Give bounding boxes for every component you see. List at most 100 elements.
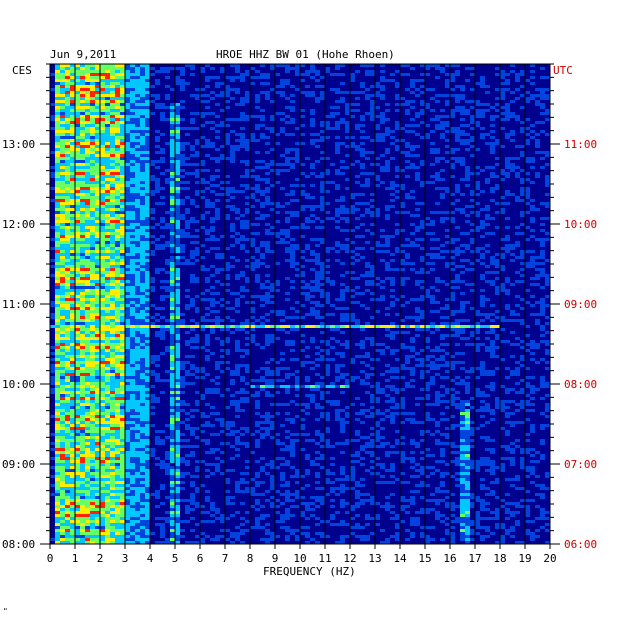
heatmap-cell bbox=[120, 277, 125, 280]
heatmap-cell bbox=[255, 199, 260, 202]
heatmap-cell bbox=[145, 193, 150, 196]
heatmap-cell bbox=[495, 97, 500, 100]
heatmap-cell bbox=[135, 253, 140, 256]
heatmap-cell bbox=[180, 169, 185, 172]
heatmap-cell bbox=[465, 301, 470, 304]
heatmap-cell bbox=[310, 205, 315, 208]
heatmap-cell bbox=[55, 91, 60, 94]
heatmap-cell bbox=[75, 70, 80, 73]
heatmap-cell bbox=[500, 97, 505, 100]
heatmap-cell bbox=[455, 325, 460, 328]
heatmap-cell bbox=[110, 346, 115, 349]
heatmap-cell bbox=[545, 163, 550, 166]
heatmap-cell bbox=[135, 127, 140, 130]
heatmap-cell bbox=[475, 325, 480, 328]
heatmap-cell bbox=[75, 106, 80, 109]
heatmap-cell bbox=[175, 286, 180, 289]
heatmap-cell bbox=[80, 196, 85, 199]
heatmap-cell bbox=[70, 70, 75, 73]
heatmap-cell bbox=[255, 106, 260, 109]
heatmap-cell bbox=[470, 118, 475, 121]
heatmap-cell bbox=[120, 178, 125, 181]
heatmap-cell bbox=[145, 304, 150, 307]
heatmap-cell bbox=[315, 244, 320, 247]
heatmap-cell bbox=[115, 277, 120, 280]
heatmap-cell bbox=[75, 208, 80, 211]
heatmap-cell bbox=[75, 169, 80, 172]
heatmap-cell bbox=[345, 217, 350, 220]
heatmap-cell bbox=[170, 217, 175, 220]
heatmap-cell bbox=[365, 184, 370, 187]
heatmap-cell bbox=[205, 340, 210, 343]
heatmap-cell bbox=[500, 73, 505, 76]
heatmap-cell bbox=[145, 295, 150, 298]
left-axis-label: CES bbox=[12, 64, 32, 77]
heatmap-cell bbox=[230, 148, 235, 151]
heatmap-cell bbox=[445, 352, 450, 355]
heatmap-cell bbox=[170, 271, 175, 274]
heatmap-cell bbox=[130, 88, 135, 91]
heatmap-cell bbox=[245, 187, 250, 190]
heatmap-cell bbox=[235, 118, 240, 121]
heatmap-cell bbox=[485, 103, 490, 106]
heatmap-cell bbox=[480, 367, 485, 370]
heatmap-cell bbox=[460, 211, 465, 214]
heatmap-cell bbox=[530, 229, 535, 232]
heatmap-cell bbox=[375, 277, 380, 280]
heatmap-cell bbox=[205, 277, 210, 280]
heatmap-cell bbox=[140, 334, 145, 337]
heatmap-cell bbox=[360, 355, 365, 358]
heatmap-cell bbox=[120, 115, 125, 118]
heatmap-cell bbox=[165, 241, 170, 244]
heatmap-cell bbox=[210, 352, 215, 355]
heatmap-cell bbox=[130, 136, 135, 139]
heatmap-cell bbox=[255, 94, 260, 97]
heatmap-cell bbox=[70, 235, 75, 238]
heatmap-cell bbox=[110, 283, 115, 286]
heatmap-cell bbox=[440, 376, 445, 379]
heatmap-cell bbox=[240, 238, 245, 241]
heatmap-cell bbox=[105, 94, 110, 97]
heatmap-cell bbox=[520, 70, 525, 73]
heatmap-cell bbox=[105, 196, 110, 199]
heatmap-cell bbox=[520, 346, 525, 349]
heatmap-cell bbox=[240, 160, 245, 163]
heatmap-cell bbox=[125, 238, 130, 241]
heatmap-cell bbox=[100, 154, 105, 157]
heatmap-cell bbox=[115, 133, 120, 136]
heatmap-cell bbox=[75, 217, 80, 220]
heatmap-cell bbox=[515, 373, 520, 376]
heatmap-cell bbox=[295, 226, 300, 229]
heatmap-cell bbox=[70, 376, 75, 379]
heatmap-cell bbox=[170, 370, 175, 373]
heatmap-cell bbox=[105, 265, 110, 268]
heatmap-cell bbox=[65, 64, 70, 67]
heatmap-cell bbox=[175, 166, 180, 169]
heatmap-cell bbox=[205, 355, 210, 358]
heatmap-cell bbox=[270, 130, 275, 133]
heatmap-cell bbox=[85, 220, 90, 223]
heatmap-cell bbox=[105, 283, 110, 286]
heatmap-cell bbox=[400, 295, 405, 298]
heatmap-cell bbox=[475, 202, 480, 205]
heatmap-cell bbox=[260, 346, 265, 349]
heatmap-cell bbox=[125, 160, 130, 163]
heatmap-cell bbox=[205, 343, 210, 346]
heatmap-cell bbox=[160, 268, 165, 271]
heatmap-cell bbox=[465, 205, 470, 208]
heatmap-cell bbox=[310, 94, 315, 97]
heatmap-cell bbox=[300, 280, 305, 283]
heatmap-cell bbox=[105, 142, 110, 145]
heatmap-cell bbox=[90, 160, 95, 163]
heatmap-cell bbox=[205, 289, 210, 292]
heatmap-cell bbox=[75, 295, 80, 298]
heatmap-cell bbox=[285, 325, 290, 328]
heatmap-cell bbox=[130, 337, 135, 340]
heatmap-cell bbox=[85, 286, 90, 289]
heatmap-cell bbox=[50, 166, 55, 169]
heatmap-cell bbox=[310, 313, 315, 316]
heatmap-cell bbox=[155, 178, 160, 181]
heatmap-cell bbox=[450, 250, 455, 253]
heatmap-cell bbox=[490, 106, 495, 109]
heatmap-cell bbox=[220, 193, 225, 196]
